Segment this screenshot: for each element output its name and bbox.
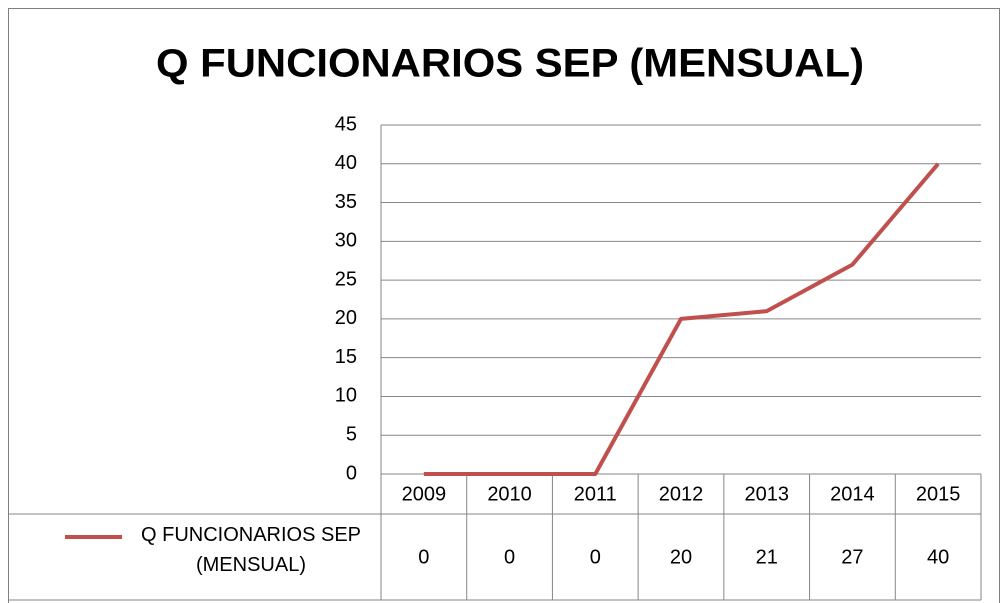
x-tick-label: 2010 <box>487 483 532 505</box>
x-tick-label: 2014 <box>830 483 875 505</box>
y-tick-label: 45 <box>335 113 357 135</box>
data-table-value: 0 <box>418 546 429 568</box>
y-tick-label: 15 <box>335 346 357 368</box>
y-tick-label: 0 <box>346 462 357 484</box>
chart-border <box>8 8 1000 603</box>
y-tick-label: 20 <box>335 307 357 329</box>
y-tick-label: 40 <box>335 152 357 174</box>
series-line <box>423 162 940 476</box>
data-table-value: 40 <box>927 546 949 568</box>
x-tick-label: 2012 <box>659 483 704 505</box>
chart-title: Q FUNCIONARIOS SEP (MENSUAL) <box>156 42 864 86</box>
data-table-value: 0 <box>590 546 601 568</box>
x-tick-label: 2013 <box>744 483 789 505</box>
data-table-value: 20 <box>670 546 692 568</box>
y-tick-label: 30 <box>335 230 357 252</box>
legend-label: Q FUNCIONARIOS SEP (MENSUAL) <box>140 524 362 576</box>
x-tick-label: 2009 <box>402 483 447 505</box>
data-table-value: 0 <box>504 546 515 568</box>
data-table-value: 21 <box>756 546 778 568</box>
x-tick-label: 2011 <box>574 483 617 505</box>
y-tick-label: 25 <box>335 268 357 290</box>
data-table-value: 27 <box>841 546 863 568</box>
y-tick-label: 10 <box>335 385 357 407</box>
y-tick-label: 35 <box>335 191 357 213</box>
y-tick-label: 5 <box>346 424 357 446</box>
x-tick-label: 2015 <box>916 483 961 505</box>
